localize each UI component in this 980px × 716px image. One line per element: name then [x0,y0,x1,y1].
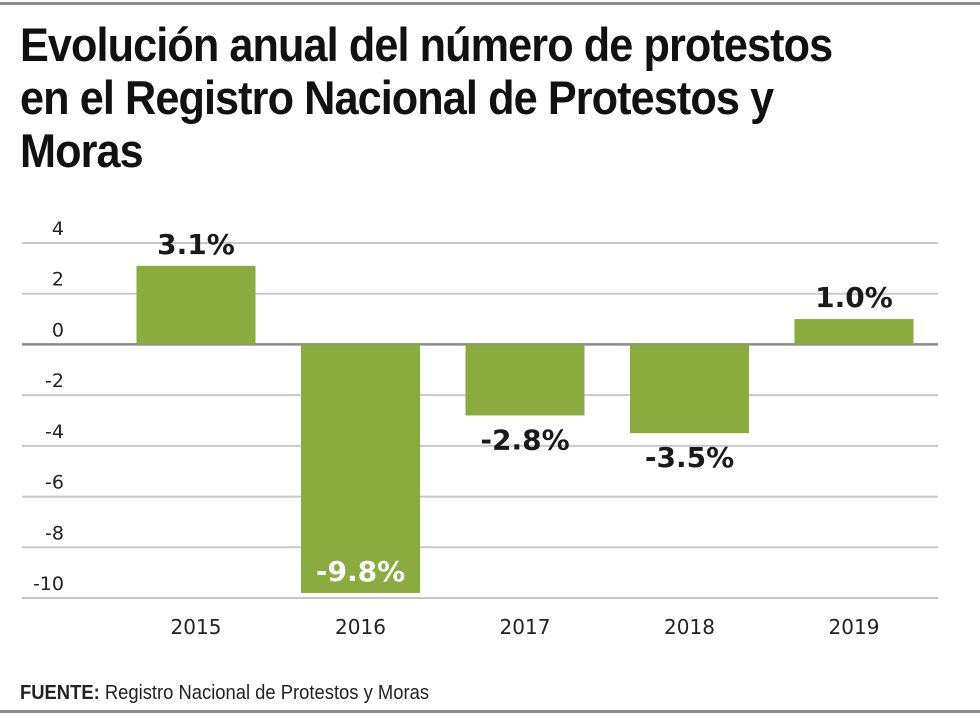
y-tick-label: -6 [45,472,64,494]
bar-2017 [465,344,585,416]
data-label: -3.5% [645,441,734,474]
top-rule [0,2,980,5]
y-tick-label: 0 [52,319,64,341]
bar-chart: 4 2 0 -2 -4 -6 -8 -10 3.1% 2015 -9.8% 2016 -2.8% 2017… [22,218,938,639]
x-tick-label: 2017 [500,615,551,639]
source-note: FUENTE: Registro Nacional de Protestos y… [20,682,429,705]
y-tick-label: -10 [33,573,64,595]
x-tick-label: 2018 [664,615,715,639]
y-tick-label: -2 [45,370,64,392]
x-tick-label: 2015 [171,615,222,639]
y-tick-label: 4 [52,218,64,240]
x-tick-label: 2016 [335,615,386,639]
data-label: -9.8% [316,555,405,588]
bottom-rule [0,710,980,713]
y-tick-label: 2 [52,269,64,291]
bar-2019 [794,319,914,345]
data-label: -2.8% [480,423,569,456]
source-label: FUENTE: [20,682,100,704]
y-tick-label: -8 [45,522,64,544]
data-label: 3.1% [157,228,235,261]
bar-2018 [630,344,749,434]
y-tick-label: -4 [45,421,64,443]
bar-2016 [301,344,420,593]
data-label: 1.0% [815,281,893,314]
bar-2015 [136,265,256,345]
x-tick-label: 2019 [829,615,880,639]
chart-title: Evolución anual del número de protestos … [20,18,833,177]
source-text: Registro Nacional de Protestos y Moras [99,682,430,704]
